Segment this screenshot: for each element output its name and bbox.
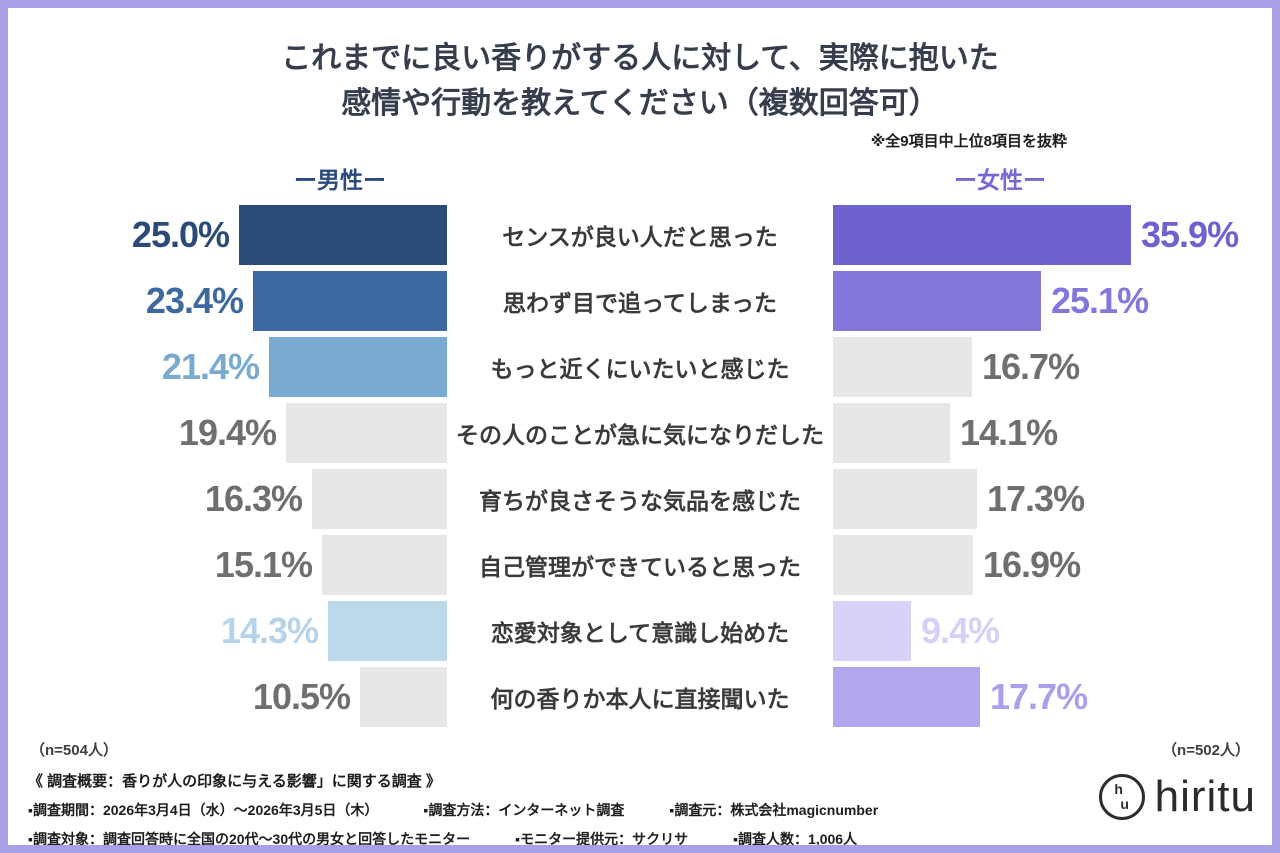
chart-row: 21.4% もっと近くにいたいと感じた 16.7%: [8, 337, 1272, 397]
women-bar: [833, 601, 911, 661]
women-percent: 17.7%: [990, 676, 1088, 717]
men-bar: [286, 403, 447, 463]
survey-method: ▪調査方法：インターネット調査: [423, 802, 625, 818]
survey-respondents: ▪調査人数：1,006人: [733, 831, 858, 845]
men-bar: [253, 271, 447, 331]
page-title: これまでに良い香りがする人に対して、実際に抱いた 感情や行動を教えてください（複…: [8, 8, 1272, 126]
logo-letter-u: u: [1120, 796, 1129, 812]
survey-meta-line-1: ▪調査期間：2026年3月4日（水）〜2026年3月5日（木） ▪調査方法：イン…: [28, 800, 1252, 820]
women-bar: [833, 469, 977, 529]
men-bar: [328, 601, 447, 661]
title-line-1: これまでに良い香りがする人に対して、実際に抱いた: [281, 42, 999, 75]
chart-row: 14.3% 恋愛対象として意識し始めた 9.4%: [8, 601, 1272, 661]
survey-target: ▪調査対象：調査回答時に全国の20代〜30代の男女と回答したモニター: [28, 831, 471, 845]
hiritu-logo-icon: h u: [1098, 774, 1145, 820]
infographic-card: これまでに良い香りがする人に対して、実際に抱いた 感情や行動を教えてください（複…: [8, 8, 1272, 845]
chart-row: 10.5% 何の香りか本人に直接聞いた 17.7%: [8, 667, 1272, 727]
women-bar: [833, 667, 980, 727]
men-percent: 19.4%: [178, 412, 277, 453]
men-bar: [239, 205, 447, 265]
men-percent: 23.4%: [145, 280, 244, 321]
category-label: もっと近くにいたいと感じた: [490, 356, 790, 382]
men-percent: 15.1%: [214, 544, 313, 585]
logo-letter-h: h: [1114, 781, 1123, 798]
women-percent: 17.3%: [987, 478, 1085, 519]
women-bar: [833, 205, 1131, 265]
category-label: 何の香りか本人に直接聞いた: [490, 686, 790, 712]
men-header: ー男性ー: [294, 167, 386, 193]
category-label: その人のことが急に気になりだした: [456, 422, 824, 448]
category-label: 自己管理ができていると思った: [479, 554, 801, 580]
category-label: 恋愛対象として意識し始めた: [490, 620, 790, 646]
survey-source: ▪調査元：株式会社magicnumber: [669, 802, 879, 818]
survey-overview-title: 《 調査概要：香りが人の印象に与える影響」に関する調査 》: [28, 773, 441, 790]
men-bar: [312, 469, 447, 529]
sample-size-row: （n=504人） （n=502人）: [8, 733, 1272, 760]
title-line-2: 感情や行動を教えてください（複数回答可）: [341, 87, 939, 120]
women-bar: [833, 337, 972, 397]
category-label: 育ちが良さそうな気品を感じた: [479, 488, 801, 514]
chart-row: 15.1% 自己管理ができていると思った 16.9%: [8, 535, 1272, 595]
survey-period: ▪調査期間：2026年3月4日（水）〜2026年3月5日（木）: [28, 802, 379, 818]
butterfly-chart: 25.0% センスが良い人だと思った 35.9% 23.4% 思わず目で追ってし…: [8, 205, 1272, 727]
chart-row: 23.4% 思わず目で追ってしまった 25.1%: [8, 271, 1272, 331]
men-bar: [322, 535, 447, 595]
men-percent: 14.3%: [220, 610, 319, 651]
hiritu-logo-text: hiritu: [1154, 772, 1256, 821]
chart-note: ※全9項目中上位8項目を抜粋: [870, 133, 1067, 150]
survey-meta-line-2: ▪調査対象：調査回答時に全国の20代〜30代の男女と回答したモニター ▪モニター…: [28, 829, 1252, 845]
men-sample-size: （n=504人）: [30, 742, 118, 759]
women-sample-size: （n=502人）: [1162, 742, 1250, 759]
men-bar: [269, 337, 447, 397]
series-headers: ー男性ー ー女性ー: [8, 161, 1272, 197]
chart-row: 16.3% 育ちが良さそうな気品を感じた 17.3%: [8, 469, 1272, 529]
men-percent: 16.3%: [204, 478, 303, 519]
survey-monitor-provider: ▪モニター提供元：サクリサ: [515, 831, 689, 845]
women-bar: [833, 271, 1041, 331]
women-percent: 16.9%: [983, 544, 1081, 585]
chart-row: 25.0% センスが良い人だと思った 35.9%: [8, 205, 1272, 265]
women-percent: 25.1%: [1051, 280, 1149, 321]
women-percent: 14.1%: [960, 412, 1058, 453]
men-percent: 21.4%: [161, 346, 260, 387]
hiritu-logo: h u hiritu: [1098, 772, 1256, 822]
women-percent: 16.7%: [982, 346, 1080, 387]
chart-row: 19.4% その人のことが急に気になりだした 14.1%: [8, 403, 1272, 463]
men-bar: [360, 667, 447, 727]
women-percent: 9.4%: [921, 610, 1000, 651]
men-percent: 10.5%: [252, 676, 351, 717]
women-header: ー女性ー: [954, 167, 1046, 193]
survey-footer: 《 調査概要：香りが人の印象に与える影響」に関する調査 》 ▪調査期間：2026…: [8, 770, 1272, 845]
men-percent: 25.0%: [131, 214, 230, 255]
women-percent: 35.9%: [1141, 214, 1239, 255]
women-bar: [833, 403, 950, 463]
category-label: センスが良い人だと思った: [502, 224, 778, 250]
women-bar: [833, 535, 973, 595]
category-label: 思わず目で追ってしまった: [503, 290, 777, 316]
